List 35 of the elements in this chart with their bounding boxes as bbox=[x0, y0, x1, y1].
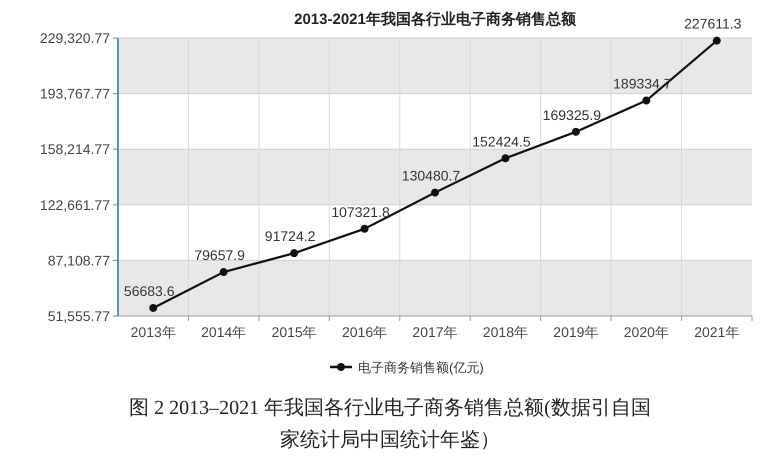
point bbox=[501, 154, 510, 162]
data-label: 56683.6 bbox=[124, 282, 175, 299]
x-tick-label: 2021年 bbox=[694, 324, 740, 340]
x-tick-label: 2016年 bbox=[342, 324, 388, 340]
point bbox=[149, 304, 158, 312]
y-tick-label: 158,214.77 bbox=[40, 141, 110, 158]
legend-label: 电子商务销售额(亿元) bbox=[358, 360, 484, 375]
y-tick-label: 51,555.77 bbox=[48, 308, 110, 324]
x-tick-label: 2020年 bbox=[624, 324, 669, 340]
x-tick-label: 2017年 bbox=[412, 324, 458, 340]
data-label: 169325.9 bbox=[542, 106, 602, 123]
caption: 图 2 2013–2021 年我国各行业电子商务销售总额(数据引自国家统计局中国统计年鉴） bbox=[128, 396, 652, 453]
point bbox=[572, 128, 580, 136]
data-label: 130480.7 bbox=[402, 168, 460, 184]
point bbox=[642, 96, 650, 105]
x-tick-label: 2014年 bbox=[201, 324, 246, 340]
data-label: 79657.9 bbox=[194, 247, 246, 264]
y-tick-label: 122,661.77 bbox=[40, 196, 110, 213]
point bbox=[220, 268, 228, 276]
y-tick-label: 87,108.77 bbox=[48, 252, 110, 268]
x-tick-label: 2019年 bbox=[553, 324, 598, 340]
data-label: 227611.3 bbox=[684, 16, 742, 32]
y-tick-label: 229,320.77 bbox=[40, 30, 110, 46]
x-tick-label: 2015年 bbox=[272, 324, 317, 340]
data-label: 152424.5 bbox=[472, 133, 531, 150]
point bbox=[431, 188, 439, 197]
y-tick-label: 193,767.77 bbox=[40, 86, 110, 102]
x-tick-label: 2018年 bbox=[482, 324, 528, 340]
point bbox=[290, 249, 298, 258]
data-label: 91724.2 bbox=[264, 228, 316, 244]
point bbox=[712, 36, 721, 45]
point bbox=[360, 224, 369, 233]
data-label: 107321.8 bbox=[331, 204, 390, 220]
x-tick-label: 2013年 bbox=[130, 324, 176, 340]
chart-title: 2013-2021年我国各行业电子商务销售总额 bbox=[294, 10, 577, 28]
